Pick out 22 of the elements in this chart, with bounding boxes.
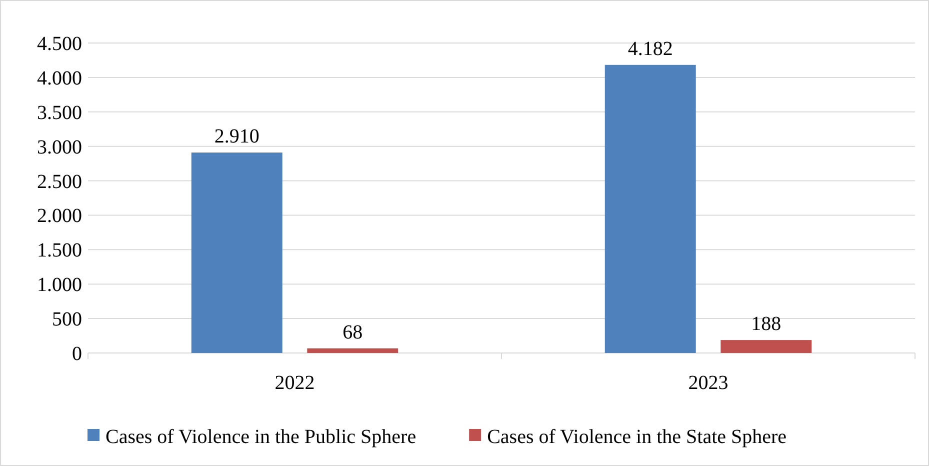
legend-label: Cases of Violence in the State Sphere (487, 426, 787, 448)
x-tick-label: 2023 (688, 372, 728, 394)
y-tick-label: 2.500 (37, 170, 82, 193)
y-tick-label: 3.500 (37, 102, 82, 124)
data-label: 4.182 (628, 38, 673, 60)
x-tick-label: 2022 (274, 372, 315, 394)
bar (720, 340, 812, 353)
bar (604, 64, 696, 353)
y-tick-label: 4.000 (37, 67, 82, 90)
bar (191, 152, 282, 353)
y-tick-label: 3.000 (37, 136, 82, 158)
y-tick-label: 1.500 (37, 240, 82, 262)
legend-label: Cases of Violence in the Public Sphere (106, 426, 416, 448)
y-tick-label: 0 (72, 343, 82, 365)
data-label: 188 (751, 313, 782, 336)
y-tick-label: 1.000 (37, 274, 82, 296)
y-tick-label: 4.500 (37, 33, 82, 55)
y-tick-label: 500 (52, 308, 82, 331)
y-tick-label: 2.000 (37, 205, 82, 228)
data-label: 2.910 (214, 126, 260, 148)
bar (307, 348, 398, 353)
data-label: 68 (342, 321, 363, 344)
